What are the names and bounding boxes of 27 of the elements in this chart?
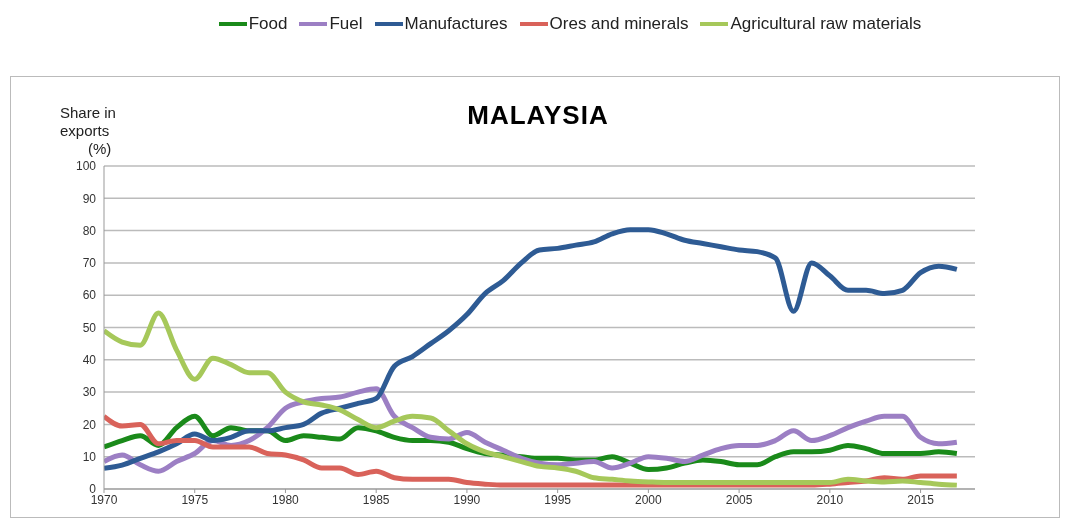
y-tick-label: 40 (82, 353, 97, 368)
legend-label: Agricultural raw materials (730, 14, 922, 34)
y-tick-label: 20 (82, 417, 97, 432)
y-tick-label: 90 (82, 191, 97, 206)
x-tick-label: 1985 (362, 492, 390, 507)
legend-label: Food (248, 14, 288, 34)
chart-title: MALAYSIA (466, 100, 610, 131)
x-tick-label: 1990 (453, 492, 481, 507)
x-tick-label: 1980 (272, 492, 300, 507)
y-tick-label: 30 (82, 385, 97, 400)
legend-label: Ores and minerals (549, 14, 689, 34)
x-tick-label: 2000 (635, 492, 663, 507)
y-axis-title: Share in exports (%) (60, 104, 116, 158)
y-tick-label: 80 (82, 223, 97, 238)
x-tick-label: 2010 (816, 492, 844, 507)
x-tick-label: 2015 (907, 492, 935, 507)
y-tick-label: 10 (82, 449, 97, 464)
x-tick-label: 2005 (725, 492, 753, 507)
y-tick-label: 60 (82, 288, 97, 303)
y-tick-label: 100 (75, 159, 97, 174)
y-tick-label: 50 (82, 320, 97, 335)
x-tick-label: 1975 (181, 492, 209, 507)
y-tick-label: 70 (82, 256, 97, 271)
legend-label: Manufactures (404, 14, 508, 34)
x-tick-label: 1970 (90, 492, 118, 507)
legend-label: Fuel (329, 14, 363, 34)
x-tick-label: 1995 (544, 492, 572, 507)
